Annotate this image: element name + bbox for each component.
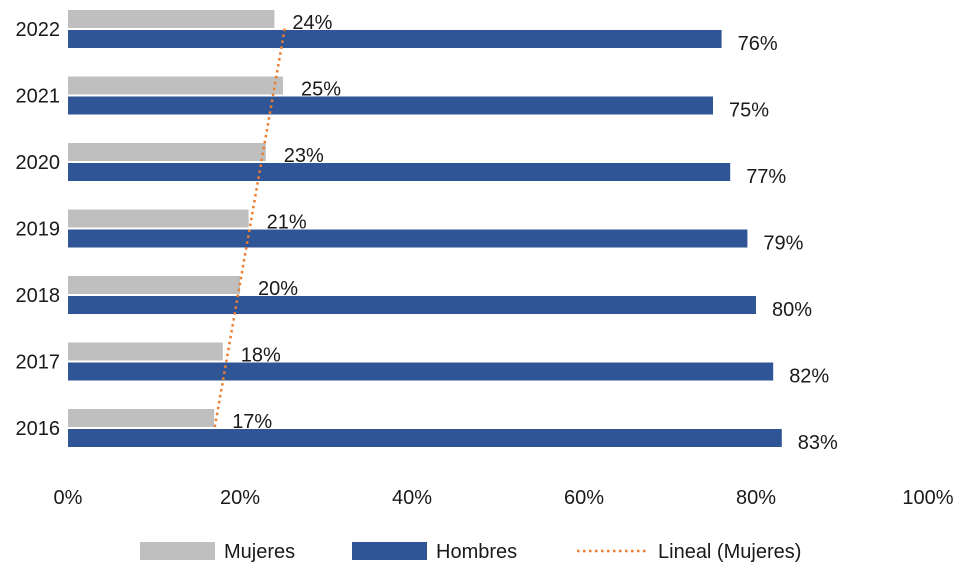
x-tick-label-1: 20% [220,487,260,509]
bar-hombres-2020 [68,163,731,181]
bar-hombres-2018 [68,296,756,314]
x-tick-label-0: 0% [54,487,83,509]
bar-mujeres-2019 [68,209,249,228]
data-label-hombres-2022: 76% [738,33,778,55]
bar-hombres-2019 [68,229,748,248]
bar-mujeres-2022 [68,10,275,28]
legend-swatch-hombres [352,542,427,560]
data-label-mujeres-2017: 18% [241,345,281,367]
bar-hombres-2021 [68,96,713,115]
data-label-mujeres-2022: 24% [292,12,332,34]
bars-group [68,10,782,447]
legend-label-hombres: Hombres [436,541,517,563]
data-label-mujeres-2018: 20% [258,278,298,300]
legend-label-trendline: Lineal (Mujeres) [658,541,801,563]
data-label-mujeres-2020: 23% [284,145,324,167]
y-tick-label-2021: 2021 [16,86,61,108]
trendline-mujeres [213,27,287,428]
x-tick-label-5: 100% [902,487,953,509]
y-tick-label-2020: 2020 [16,152,61,174]
data-label-mujeres-2016: 17% [232,411,272,433]
x-tick-label-4: 80% [736,487,776,509]
data-label-hombres-2016: 83% [798,432,838,454]
y-tick-label-2017: 2017 [16,352,61,374]
y-tick-label-2018: 2018 [16,285,61,307]
data-labels-group: 17% 83% 18% 82% 20% 80% 21% 79% 23% 77% 25% 75% 24% 7… [232,12,838,454]
bar-mujeres-2017 [68,342,223,361]
data-label-hombres-2021: 75% [729,100,769,122]
x-tick-label-3: 60% [564,487,604,509]
x-axis-labels: 0% 20% 40% 60% 80% 100% [54,487,954,509]
y-tick-label-2016: 2016 [16,418,61,440]
bar-mujeres-2016 [68,409,215,427]
bar-mujeres-2018 [68,276,240,294]
x-tick-label-2: 40% [392,487,432,509]
y-tick-label-2019: 2019 [16,219,61,241]
data-label-hombres-2020: 77% [746,166,786,188]
data-label-hombres-2018: 80% [772,299,812,321]
bar-mujeres-2020 [68,143,266,161]
legend-swatch-mujeres [140,542,215,560]
y-axis-labels: 2016 2017 2018 2019 2020 2021 2022 [16,19,61,440]
y-tick-label-2022: 2022 [16,19,61,41]
data-label-mujeres-2021: 25% [301,79,341,101]
data-label-hombres-2017: 82% [789,366,829,388]
bar-hombres-2016 [68,429,782,447]
trendline-group [213,27,287,428]
bar-hombres-2017 [68,362,774,381]
bar-hombres-2022 [68,30,722,48]
data-label-mujeres-2019: 21% [267,212,307,234]
data-label-hombres-2019: 79% [763,233,803,255]
legend-label-mujeres: Mujeres [224,541,295,563]
legend: Mujeres Hombres Lineal (Mujeres) [140,541,801,563]
bar-mujeres-2021 [68,76,283,95]
